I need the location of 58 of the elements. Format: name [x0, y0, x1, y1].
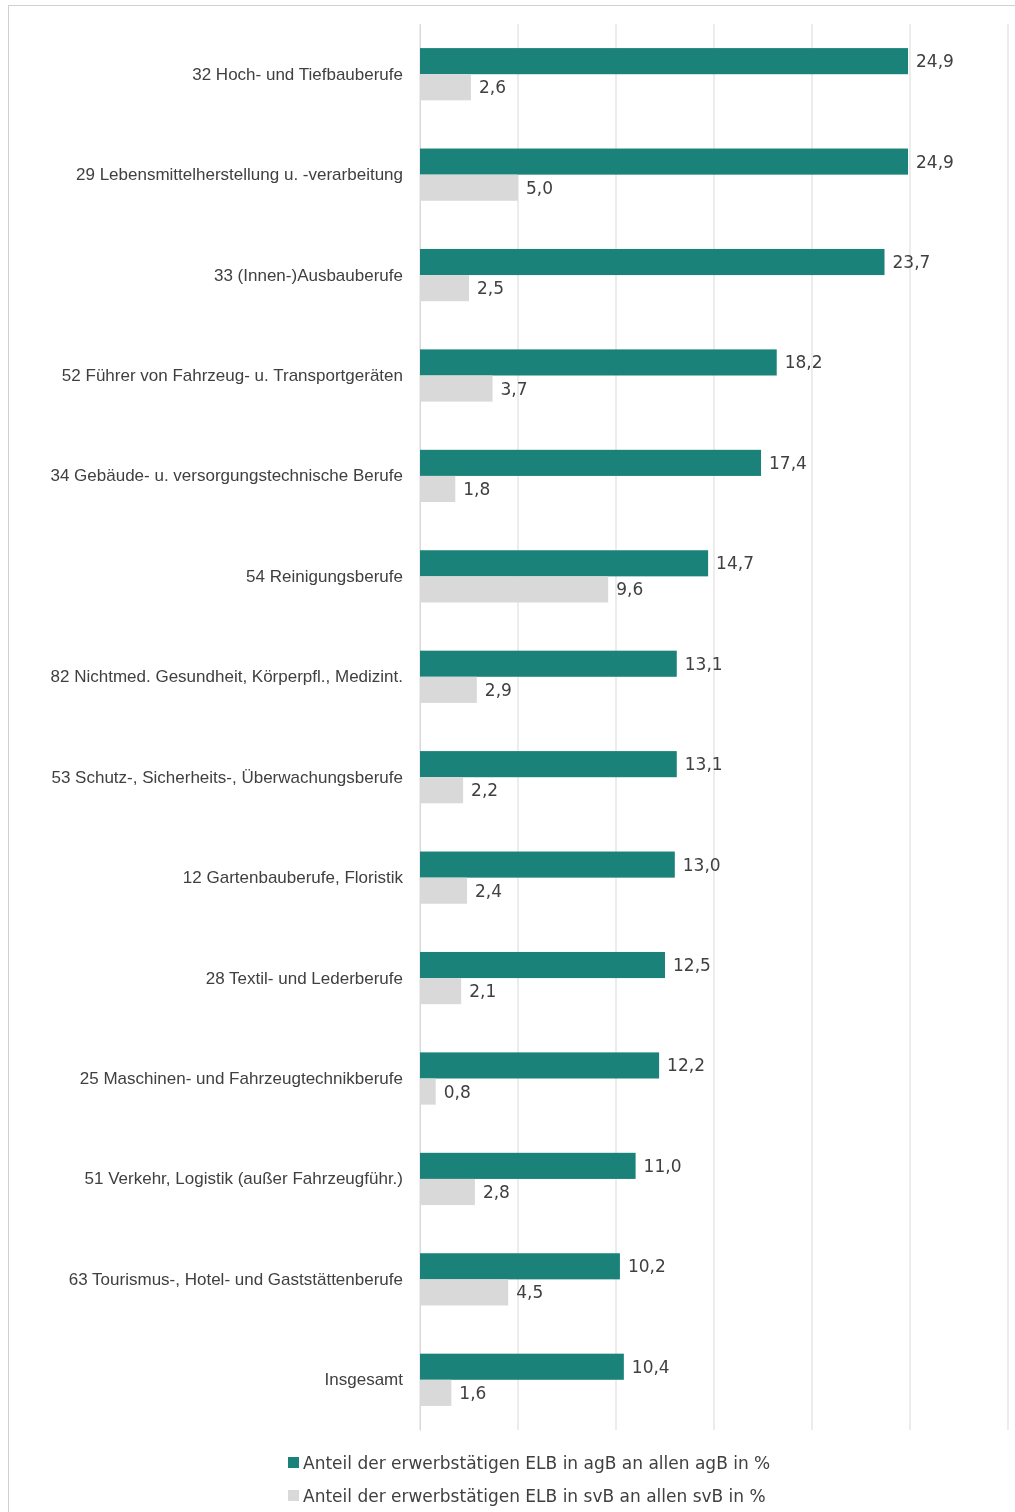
y-tick-label: 54 Reinigungsberufe — [246, 566, 403, 586]
bar — [420, 48, 909, 75]
data-label: 2,2 — [471, 780, 499, 801]
data-label: 12,2 — [667, 1055, 705, 1076]
data-label: 0,8 — [443, 1081, 471, 1102]
data-label: 10,2 — [627, 1256, 666, 1277]
y-tick-label: 52 Führer von Fahrzeug- u. Transportgeräten — [61, 365, 403, 385]
data-label: 2,8 — [482, 1181, 510, 1202]
bar — [420, 349, 777, 376]
data-label: 13,1 — [684, 754, 723, 775]
y-tick-label: 29 Lebensmittelherstellung u. -verarbeitung — [76, 165, 403, 185]
data-label: 13,0 — [682, 854, 721, 875]
data-label: 14,7 — [716, 553, 754, 574]
y-tick-label: 82 Nichtmed. Gesundheit, Körperpfl., Medizint. — [50, 667, 403, 687]
data-label: 1,6 — [459, 1382, 487, 1403]
data-label: 2,6 — [478, 77, 507, 98]
data-label: 10,4 — [631, 1356, 670, 1377]
data-label: 2,1 — [469, 981, 497, 1002]
data-label: 23,7 — [892, 251, 931, 272]
data-label: 1,8 — [463, 478, 491, 499]
bar — [420, 650, 677, 677]
bar — [420, 248, 885, 276]
data-label: 2,4 — [475, 880, 503, 901]
data-label: 12,5 — [673, 954, 711, 975]
data-label: 9,6 — [616, 579, 644, 600]
data-label: 3,7 — [500, 378, 528, 399]
bar — [420, 550, 709, 577]
y-tick-label: 12 Gartenbauberufe, Floristik — [182, 868, 404, 888]
bar — [420, 1052, 660, 1079]
data-label: 18,2 — [784, 352, 823, 373]
bar — [420, 1253, 620, 1280]
bar — [420, 1152, 636, 1179]
bar — [420, 1353, 624, 1380]
y-tick-label: 34 Gebäude- u. versorgungstechnische Berufe — [50, 466, 403, 486]
data-label: 17,4 — [769, 452, 807, 473]
data-label: 5,0 — [526, 177, 554, 198]
legend-label: Anteil der erwerbstätigen ELB in agB an allen agB in % — [303, 1452, 771, 1473]
y-tick-label: 32 Hoch- und Tiefbauberufe — [192, 64, 403, 84]
legend-label: Anteil der erwerbstätigen ELB in svB an allen svB in % — [303, 1485, 766, 1506]
y-tick-label: 28 Textil- und Lederberufe — [205, 968, 403, 988]
y-tick-label: Insgesamt — [324, 1370, 404, 1390]
data-label: 2,9 — [484, 679, 512, 700]
y-tick-label: 53 Schutz-, Sicherheits-, Überwachungsberufe — [51, 767, 403, 787]
data-label: 11,0 — [643, 1155, 682, 1176]
data-label: 24,9 — [916, 51, 954, 72]
bar — [420, 951, 665, 979]
y-tick-label: 63 Tourismus-, Hotel- und Gaststättenberufe — [68, 1269, 403, 1289]
y-tick-label: 33 (Innen-)Ausbauberufe — [213, 265, 403, 285]
bar — [420, 851, 675, 878]
data-label: 4,5 — [516, 1282, 544, 1303]
y-tick-label: 25 Maschinen- und Fahrzeugtechnikberufe — [79, 1068, 403, 1088]
bar — [420, 449, 762, 476]
data-label: 24,9 — [916, 151, 954, 172]
data-label: 2,5 — [477, 278, 505, 299]
bar — [420, 148, 909, 175]
y-tick-label: 51 Verkehr, Logistik (außer Fahrzeugführ.) — [84, 1169, 403, 1189]
data-label: 13,1 — [684, 653, 723, 674]
bar — [420, 751, 677, 778]
